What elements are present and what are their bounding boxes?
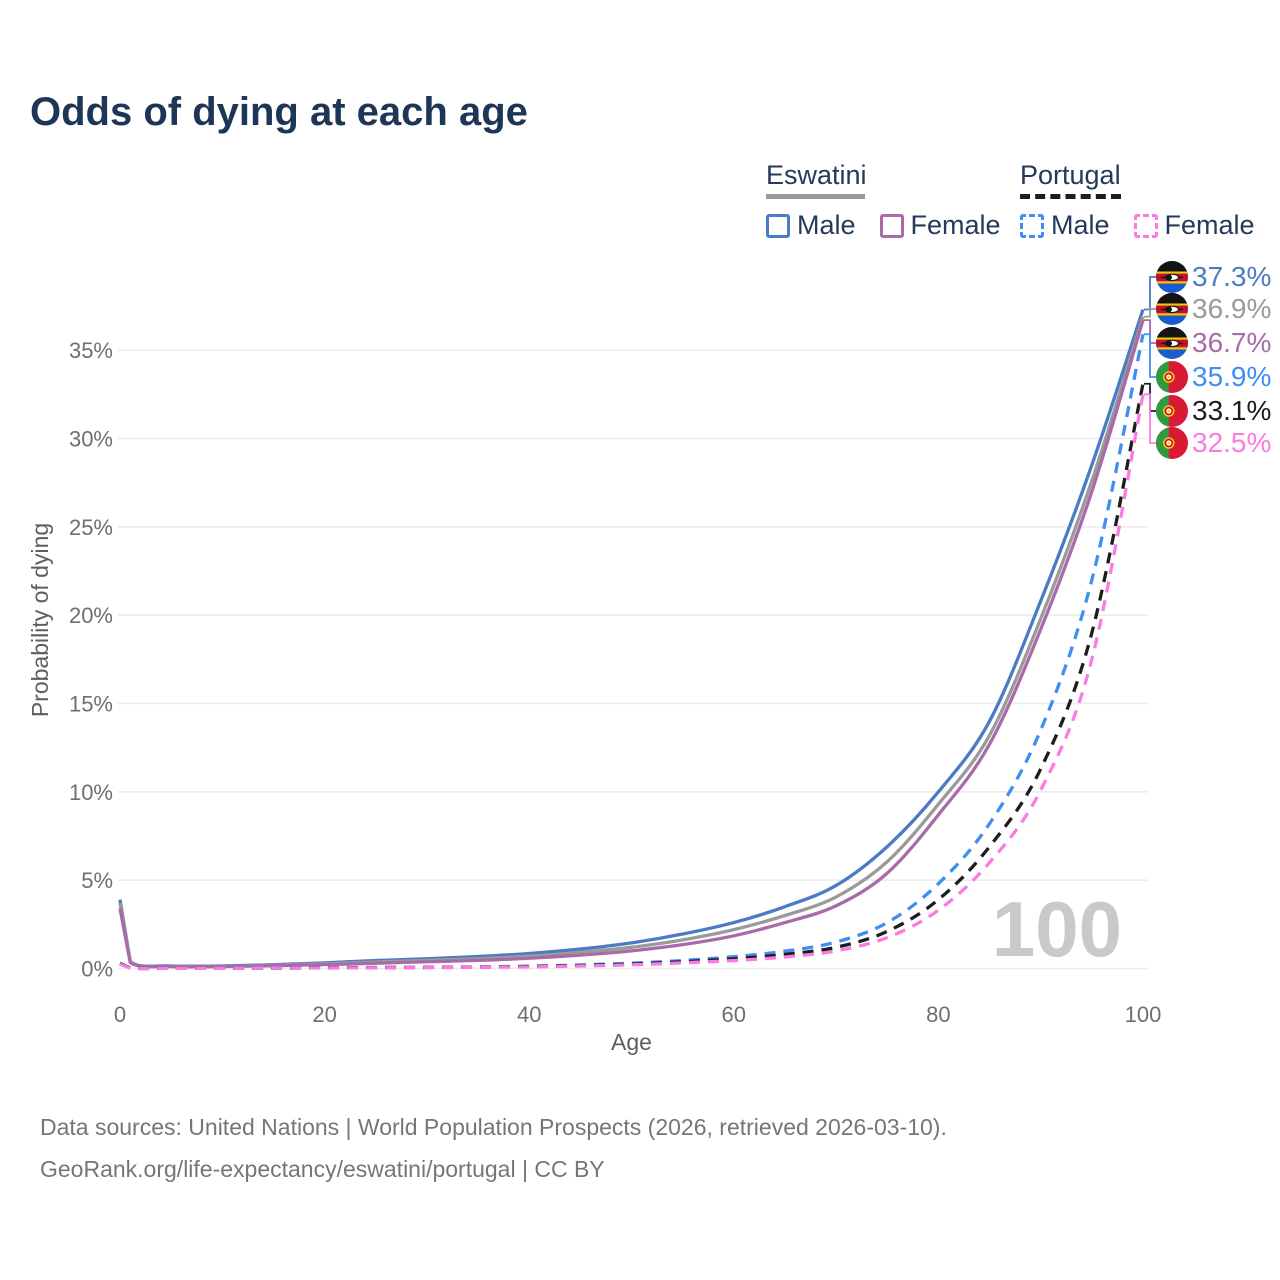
eswatini-male-checkbox[interactable]	[766, 213, 790, 238]
age-watermark: 100	[992, 885, 1122, 973]
end-value-label: 33.1%	[1192, 395, 1271, 426]
y-tick-label: 25%	[69, 515, 113, 540]
legend-item-eswatini-male[interactable]: Male	[766, 210, 856, 241]
legend-row-eswatini: Male Female	[766, 210, 1025, 241]
eswatini-male-label[interactable]: Male	[797, 210, 856, 240]
end-label-connector	[1144, 276, 1156, 311]
curve-eswatini-both-sexes	[118, 316, 1145, 969]
end-label-connector	[1144, 393, 1156, 444]
x-tick-label: 0	[114, 1002, 126, 1027]
x-tick-label: 80	[926, 1002, 950, 1027]
y-tick-label: 15%	[69, 691, 113, 716]
y-tick-label: 35%	[69, 338, 113, 363]
end-label-connector	[1144, 319, 1156, 344]
legend-row-portugal: Male Female	[1020, 210, 1279, 241]
y-tick-label: 10%	[69, 780, 113, 805]
eswatini-flag-icon	[1156, 327, 1188, 359]
attribution-text: GeoRank.org/life-expectancy/eswatini/por…	[40, 1156, 605, 1182]
legend-header-eswatini: Eswatini	[766, 160, 867, 190]
eswatini-female-label[interactable]: Female	[910, 210, 1001, 240]
portugal-female-label[interactable]: Female	[1164, 210, 1255, 240]
legend-item-eswatini-female[interactable]: Female	[879, 210, 1001, 241]
x-tick-label: 40	[517, 1002, 541, 1027]
y-tick-label: 5%	[81, 868, 113, 893]
data-sources-text: Data sources: United Nations | World Pop…	[40, 1114, 947, 1140]
chart-footer: Data sources: United Nations | World Pop…	[40, 1106, 947, 1190]
end-value-label: 35.9%	[1192, 361, 1271, 392]
end-value-label: 37.3%	[1192, 261, 1271, 292]
curve-eswatini-female	[118, 319, 1145, 969]
portugal-flag-icon	[1156, 427, 1188, 459]
eswatini-flag-icon	[1156, 261, 1188, 293]
eswatini-solid-line-swatch	[766, 194, 865, 199]
curve-portugal-male	[119, 333, 1145, 971]
portugal-male-label[interactable]: Male	[1051, 210, 1110, 240]
portugal-male-checkbox[interactable]	[1020, 213, 1044, 238]
legend-item-portugal-male[interactable]: Male	[1020, 210, 1110, 241]
x-tick-label: 20	[312, 1002, 336, 1027]
x-tick-label: 60	[722, 1002, 746, 1027]
x-tick-label: 100	[1125, 1002, 1162, 1027]
end-label-connector	[1144, 333, 1156, 378]
end-value-label: 36.7%	[1192, 327, 1271, 358]
eswatini-flag-icon	[1156, 293, 1188, 325]
portugal-flag-icon	[1156, 395, 1188, 427]
legend-header-portugal: Portugal	[1020, 160, 1121, 190]
chart-title: Odds of dying at each age	[30, 90, 528, 134]
x-axis-title: Age	[611, 1029, 652, 1055]
portugal-flag-icon	[1156, 361, 1188, 393]
legend-group-portugal: Portugal Male Female	[1020, 160, 1279, 241]
curve-eswatini-male	[118, 309, 1145, 968]
portugal-dashed-line-swatch	[1020, 194, 1121, 199]
eswatini-female-checkbox[interactable]	[879, 213, 904, 238]
end-label-connector	[1144, 308, 1156, 318]
y-tick-label: 0%	[81, 957, 113, 982]
y-tick-label: 20%	[69, 603, 113, 628]
curve-portugal-female	[119, 394, 1145, 971]
portugal-female-checkbox[interactable]	[1133, 213, 1158, 238]
end-value-label: 32.5%	[1192, 427, 1271, 458]
y-tick-label: 30%	[69, 426, 113, 451]
legend-group-eswatini: Eswatini Male Female	[766, 160, 1025, 241]
y-axis-title: Probability of dying	[27, 523, 53, 717]
legend-item-portugal-female[interactable]: Female	[1133, 210, 1255, 241]
end-value-label: 36.9%	[1192, 293, 1271, 324]
